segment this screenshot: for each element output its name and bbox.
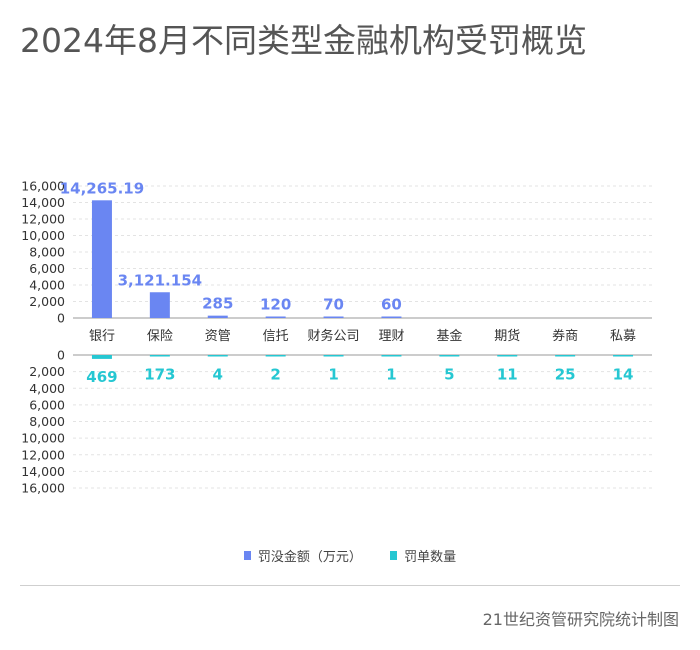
bar-count bbox=[149, 355, 170, 357]
x-tick-label: 保险 bbox=[147, 329, 173, 344]
y-tick-upper: 4,000 bbox=[29, 278, 65, 293]
x-tick-label: 券商 bbox=[552, 328, 578, 344]
data-label-count: 1 bbox=[386, 366, 396, 384]
x-tick-label: 期货 bbox=[494, 328, 520, 344]
y-tick-lower: 6,000 bbox=[29, 397, 65, 412]
data-label-count: 173 bbox=[144, 366, 175, 384]
y-tick-upper: 6,000 bbox=[29, 261, 65, 276]
bar-count bbox=[555, 355, 576, 357]
y-tick-lower: 16,000 bbox=[21, 481, 65, 496]
y-tick-upper: 12,000 bbox=[21, 212, 65, 227]
data-label-amount: 3,121.154 bbox=[118, 271, 202, 289]
bar-count bbox=[265, 355, 286, 357]
bar-count bbox=[323, 355, 344, 357]
y-tick-lower: 12,000 bbox=[21, 447, 65, 462]
bar-count bbox=[497, 355, 518, 357]
x-tick-label: 私募 bbox=[610, 329, 636, 344]
data-label-amount: 70 bbox=[323, 296, 344, 314]
bar-amount bbox=[149, 292, 170, 318]
footer-divider bbox=[20, 585, 680, 586]
x-tick-label: 财务公司 bbox=[308, 328, 360, 344]
x-tick-label: 信托 bbox=[263, 329, 289, 344]
data-label-count: 14 bbox=[613, 366, 634, 384]
y-tick-upper: 10,000 bbox=[21, 228, 65, 243]
y-tick-lower: 4,000 bbox=[29, 381, 65, 396]
data-label-count: 4 bbox=[213, 366, 223, 384]
data-label-amount: 14,265.19 bbox=[60, 179, 144, 197]
bar-count bbox=[381, 355, 402, 357]
y-tick-upper: 16,000 bbox=[21, 179, 65, 194]
bar-amount bbox=[265, 316, 286, 318]
data-label-count: 2 bbox=[270, 366, 280, 384]
page-title: 2024年8月不同类型金融机构受罚概览 bbox=[20, 21, 587, 60]
bar-count bbox=[91, 355, 112, 359]
legend-swatch-amount bbox=[243, 551, 251, 560]
y-tick-upper: 2,000 bbox=[29, 294, 65, 309]
y-tick-lower: 14,000 bbox=[21, 464, 65, 479]
legend-label-count: 罚单数量 bbox=[404, 550, 457, 565]
data-label-amount: 285 bbox=[202, 295, 233, 313]
data-label-amount: 60 bbox=[381, 296, 402, 314]
y-tick-lower: 10,000 bbox=[21, 431, 65, 446]
x-tick-label: 银行 bbox=[89, 329, 115, 344]
bar-amount bbox=[91, 200, 112, 318]
legend-label-amount: 罚没金额（万元） bbox=[257, 550, 362, 565]
data-label-amount: 120 bbox=[260, 296, 291, 314]
legend-item-count[interactable]: 罚单数量 bbox=[390, 546, 456, 565]
data-label-count: 25 bbox=[555, 366, 576, 384]
legend-item-amount[interactable]: 罚没金额（万元） bbox=[243, 546, 362, 565]
bar-count bbox=[207, 355, 228, 357]
x-tick-label: 理财 bbox=[378, 329, 404, 344]
y-tick-upper: 8,000 bbox=[29, 245, 65, 260]
y-tick-lower: 0 bbox=[57, 348, 65, 363]
bar-amount bbox=[323, 316, 344, 318]
source-credit: 21世纪资管研究院统计制图 bbox=[482, 610, 679, 629]
chart-legend: 罚没金额（万元） 罚单数量 bbox=[0, 546, 700, 565]
y-tick-lower: 8,000 bbox=[29, 414, 65, 429]
bar-count bbox=[613, 355, 634, 357]
y-tick-lower: 2,000 bbox=[29, 364, 65, 379]
data-label-count: 11 bbox=[497, 366, 518, 384]
legend-swatch-count bbox=[390, 551, 398, 560]
bar-chart: 16,00014,00012,00010,0008,0006,0004,0002… bbox=[21, 179, 652, 496]
data-label-count: 5 bbox=[444, 366, 454, 384]
data-label-count: 1 bbox=[328, 366, 338, 384]
x-tick-label: 基金 bbox=[436, 328, 462, 344]
bar-count bbox=[439, 355, 460, 357]
x-tick-label: 资管 bbox=[205, 329, 231, 344]
y-tick-upper: 14,000 bbox=[21, 195, 65, 210]
data-label-count: 469 bbox=[86, 368, 117, 386]
y-tick-upper: 0 bbox=[57, 311, 65, 326]
bar-amount bbox=[207, 315, 228, 318]
bar-amount bbox=[381, 316, 402, 318]
